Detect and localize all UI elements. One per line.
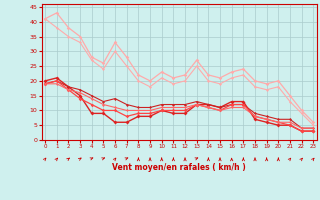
X-axis label: Vent moyen/en rafales ( km/h ): Vent moyen/en rafales ( km/h ) [112, 163, 246, 172]
